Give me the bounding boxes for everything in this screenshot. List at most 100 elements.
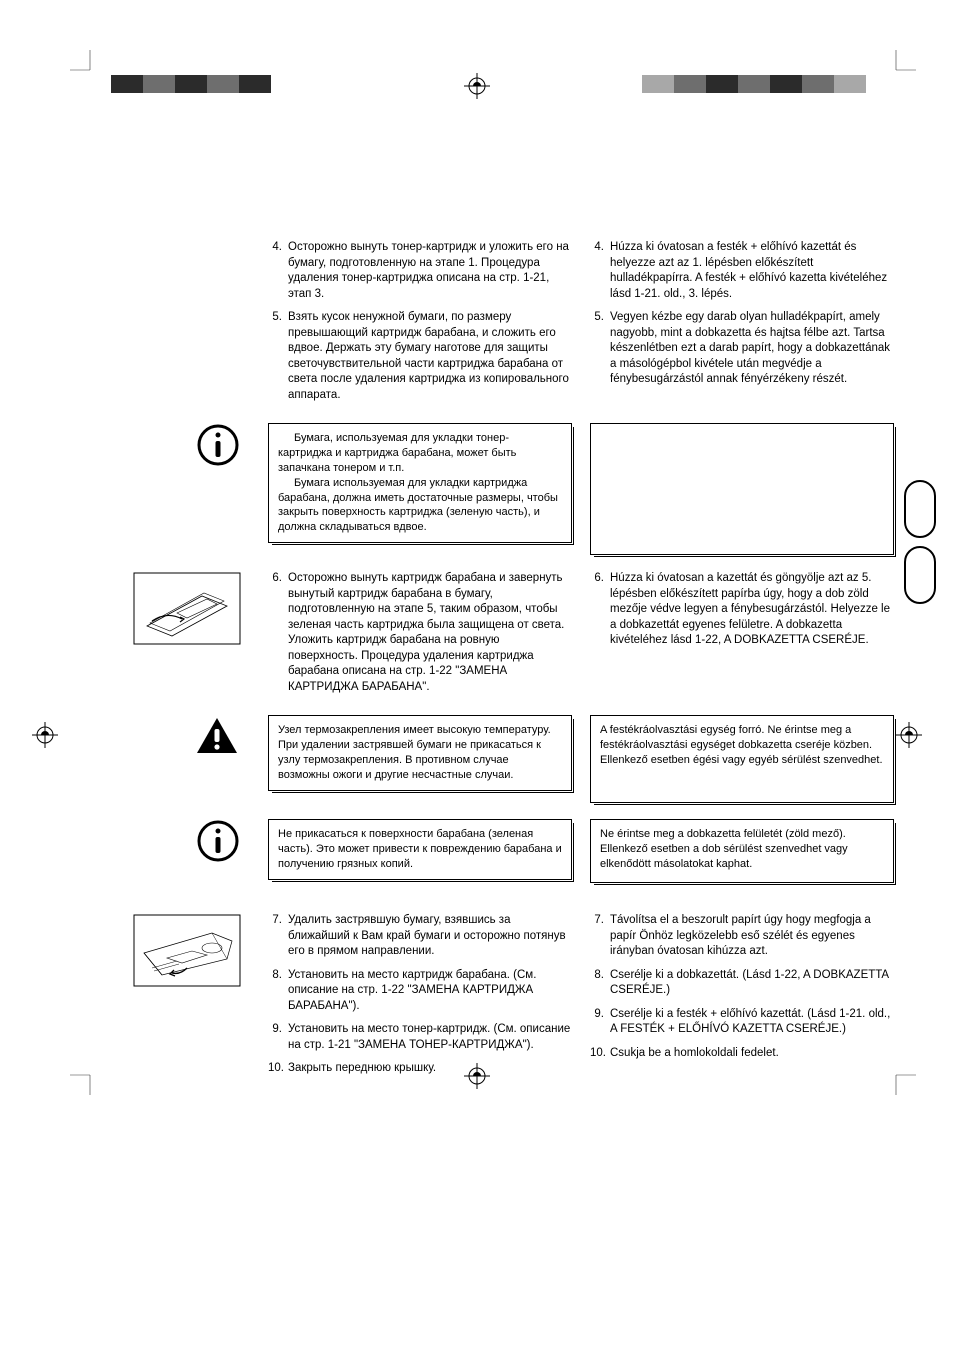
color-bar xyxy=(175,75,207,93)
crop-corner-icon xyxy=(70,50,94,74)
color-bar xyxy=(802,75,834,93)
step-number: 5. xyxy=(590,310,610,388)
cartridge-wrap-illustration xyxy=(132,571,242,646)
color-bars-right xyxy=(642,75,866,93)
crop-marks-top xyxy=(0,75,954,105)
list-item: 9.Cserélje ki a festék + előhívó kazettá… xyxy=(590,1007,894,1038)
registration-mark-icon xyxy=(30,720,60,755)
step-text: Távolítsa el a beszorult papírt úgy hogy… xyxy=(610,913,894,960)
step-list: 4.Húzza ki óvatosan a festék + előhívó k… xyxy=(590,240,894,388)
step-text: Cserélje ki a dobkazettát. (Lásd 1-22, A… xyxy=(610,968,894,999)
color-bar xyxy=(239,75,271,93)
info-note-box: Бумага, используемая для укладки тонер-к… xyxy=(268,423,572,543)
info-note-box xyxy=(590,423,894,555)
content-row: 4.Осторожно вынуть тонер-картридж и улож… xyxy=(60,70,894,411)
warning-icon xyxy=(194,715,240,757)
list-item: 4.Осторожно вынуть тонер-картридж и улож… xyxy=(268,240,572,302)
content-row: Не прикасаться к поверхности барабана (з… xyxy=(60,819,894,887)
content-row: 7.Удалить застрявшую бумагу, взявшись за… xyxy=(60,913,894,1085)
right-column: 4.Húzza ki óvatosan a festék + előhívó k… xyxy=(590,240,894,411)
step-number: 7. xyxy=(590,913,610,960)
left-rail xyxy=(60,571,250,703)
step-number: 9. xyxy=(590,1007,610,1038)
step-list: 6.Húzza ki óvatosan a kazettát és göngyö… xyxy=(590,571,894,649)
crop-corner-icon xyxy=(892,50,916,74)
warning-note-box: Узел термозакрепления имеет высокую темп… xyxy=(268,715,572,790)
step-text: Cserélje ki a festék + előhívó kazettát.… xyxy=(610,1007,894,1038)
note-text: Не прикасаться к поверхности барабана (з… xyxy=(278,828,562,870)
side-tabs xyxy=(904,480,936,604)
note-text: Бумага, используемая для укладки тонер-к… xyxy=(278,431,562,476)
step-number: 4. xyxy=(268,240,288,302)
list-item: 4.Húzza ki óvatosan a festék + előhívó k… xyxy=(590,240,894,302)
list-item: 10.Csukja be a homlokoldali fedelet. xyxy=(590,1046,894,1062)
list-item: 5.Vegyen kézbe egy darab olyan hulladékp… xyxy=(590,310,894,388)
warning-note-box: A festékráolvasztási egység forró. Ne ér… xyxy=(590,715,894,803)
step-text: Взять кусок ненужной бумаги, по размеру … xyxy=(288,310,572,403)
crop-marks-bottom xyxy=(0,1065,954,1095)
list-item: 5.Взять кусок ненужной бумаги, по размер… xyxy=(268,310,572,403)
note-text: Узел термозакрепления имеет высокую темп… xyxy=(278,724,551,781)
caution-note-box: Ne érintse meg a dobkazetta felületét (z… xyxy=(590,819,894,883)
step-text: Удалить застрявшую бумагу, взявшись за б… xyxy=(288,913,572,960)
color-bar xyxy=(834,75,866,93)
step-number: 5. xyxy=(268,310,288,403)
caution-note-box: Не прикасаться к поверхности барабана (з… xyxy=(268,819,572,880)
step-text: Vegyen kézbe egy darab olyan hulladékpap… xyxy=(610,310,894,388)
color-bar xyxy=(207,75,239,93)
step-number: 10. xyxy=(590,1046,610,1062)
page: 4.Осторожно вынуть тонер-картридж и улож… xyxy=(0,0,954,1145)
list-item: 7.Удалить застрявшую бумагу, взявшись за… xyxy=(268,913,572,960)
step-number: 6. xyxy=(268,571,288,695)
step-text: Húzza ki óvatosan a festék + előhívó kaz… xyxy=(610,240,894,302)
step-list: 4.Осторожно вынуть тонер-картридж и улож… xyxy=(268,240,572,403)
step-list: 7.Удалить застрявшую бумагу, взявшись за… xyxy=(268,913,572,1077)
list-item: 7.Távolítsa el a beszorult papírt úgy ho… xyxy=(590,913,894,960)
step-number: 8. xyxy=(590,968,610,999)
content-row: 6.Осторожно вынуть картридж барабана и з… xyxy=(60,571,894,703)
step-number: 6. xyxy=(590,571,610,649)
content-row: Бумага, используемая для укладки тонер-к… xyxy=(60,423,894,559)
step-text: Csukja be a homlokoldali fedelet. xyxy=(610,1046,894,1062)
note-text: A festékráolvasztási egység forró. Ne ér… xyxy=(600,724,883,766)
side-tab xyxy=(904,480,936,538)
registration-mark-icon xyxy=(894,720,924,755)
left-rail xyxy=(60,423,250,559)
color-bar xyxy=(770,75,802,93)
left-rail xyxy=(60,819,250,887)
color-bar xyxy=(642,75,674,93)
step-number: 8. xyxy=(268,968,288,1015)
color-bar xyxy=(143,75,175,93)
step-text: Осторожно вынуть картридж барабана и зав… xyxy=(288,571,572,695)
left-rail xyxy=(60,240,250,411)
left-rail xyxy=(60,913,250,1085)
paper-removal-illustration xyxy=(132,913,242,988)
side-tab xyxy=(904,546,936,604)
list-item: 6.Húzza ki óvatosan a kazettát és göngyö… xyxy=(590,571,894,649)
step-text: Húzza ki óvatosan a kazettát és göngyölj… xyxy=(610,571,894,649)
note-text: Ne érintse meg a dobkazetta felületét (z… xyxy=(600,828,848,870)
step-number: 4. xyxy=(590,240,610,302)
step-number: 7. xyxy=(268,913,288,960)
list-item: 6.Осторожно вынуть картридж барабана и з… xyxy=(268,571,572,695)
step-list: 6.Осторожно вынуть картридж барабана и з… xyxy=(268,571,572,695)
left-column: 4.Осторожно вынуть тонер-картридж и улож… xyxy=(268,240,572,411)
color-bar xyxy=(674,75,706,93)
content-row: Узел термозакрепления имеет высокую темп… xyxy=(60,715,894,807)
list-item: 9.Установить на место тонер-картридж. (С… xyxy=(268,1022,572,1053)
step-text: Осторожно вынуть тонер-картридж и уложит… xyxy=(288,240,572,302)
list-item: 8.Cserélje ki a dobkazettát. (Lásd 1-22,… xyxy=(590,968,894,999)
registration-mark-icon xyxy=(462,1061,492,1096)
step-number: 9. xyxy=(268,1022,288,1053)
color-bar xyxy=(111,75,143,93)
step-text: Установить на место тонер-картридж. (См.… xyxy=(288,1022,572,1053)
step-list: 7.Távolítsa el a beszorult papírt úgy ho… xyxy=(590,913,894,1061)
note-text: Бумага используемая для укладки картридж… xyxy=(278,476,562,535)
color-bar xyxy=(738,75,770,93)
list-item: 8.Установить на место картридж барабана.… xyxy=(268,968,572,1015)
info-icon xyxy=(196,819,240,863)
left-rail xyxy=(60,715,250,807)
step-text: Установить на место картридж барабана. (… xyxy=(288,968,572,1015)
info-icon xyxy=(196,423,240,467)
registration-mark-icon xyxy=(462,71,492,106)
